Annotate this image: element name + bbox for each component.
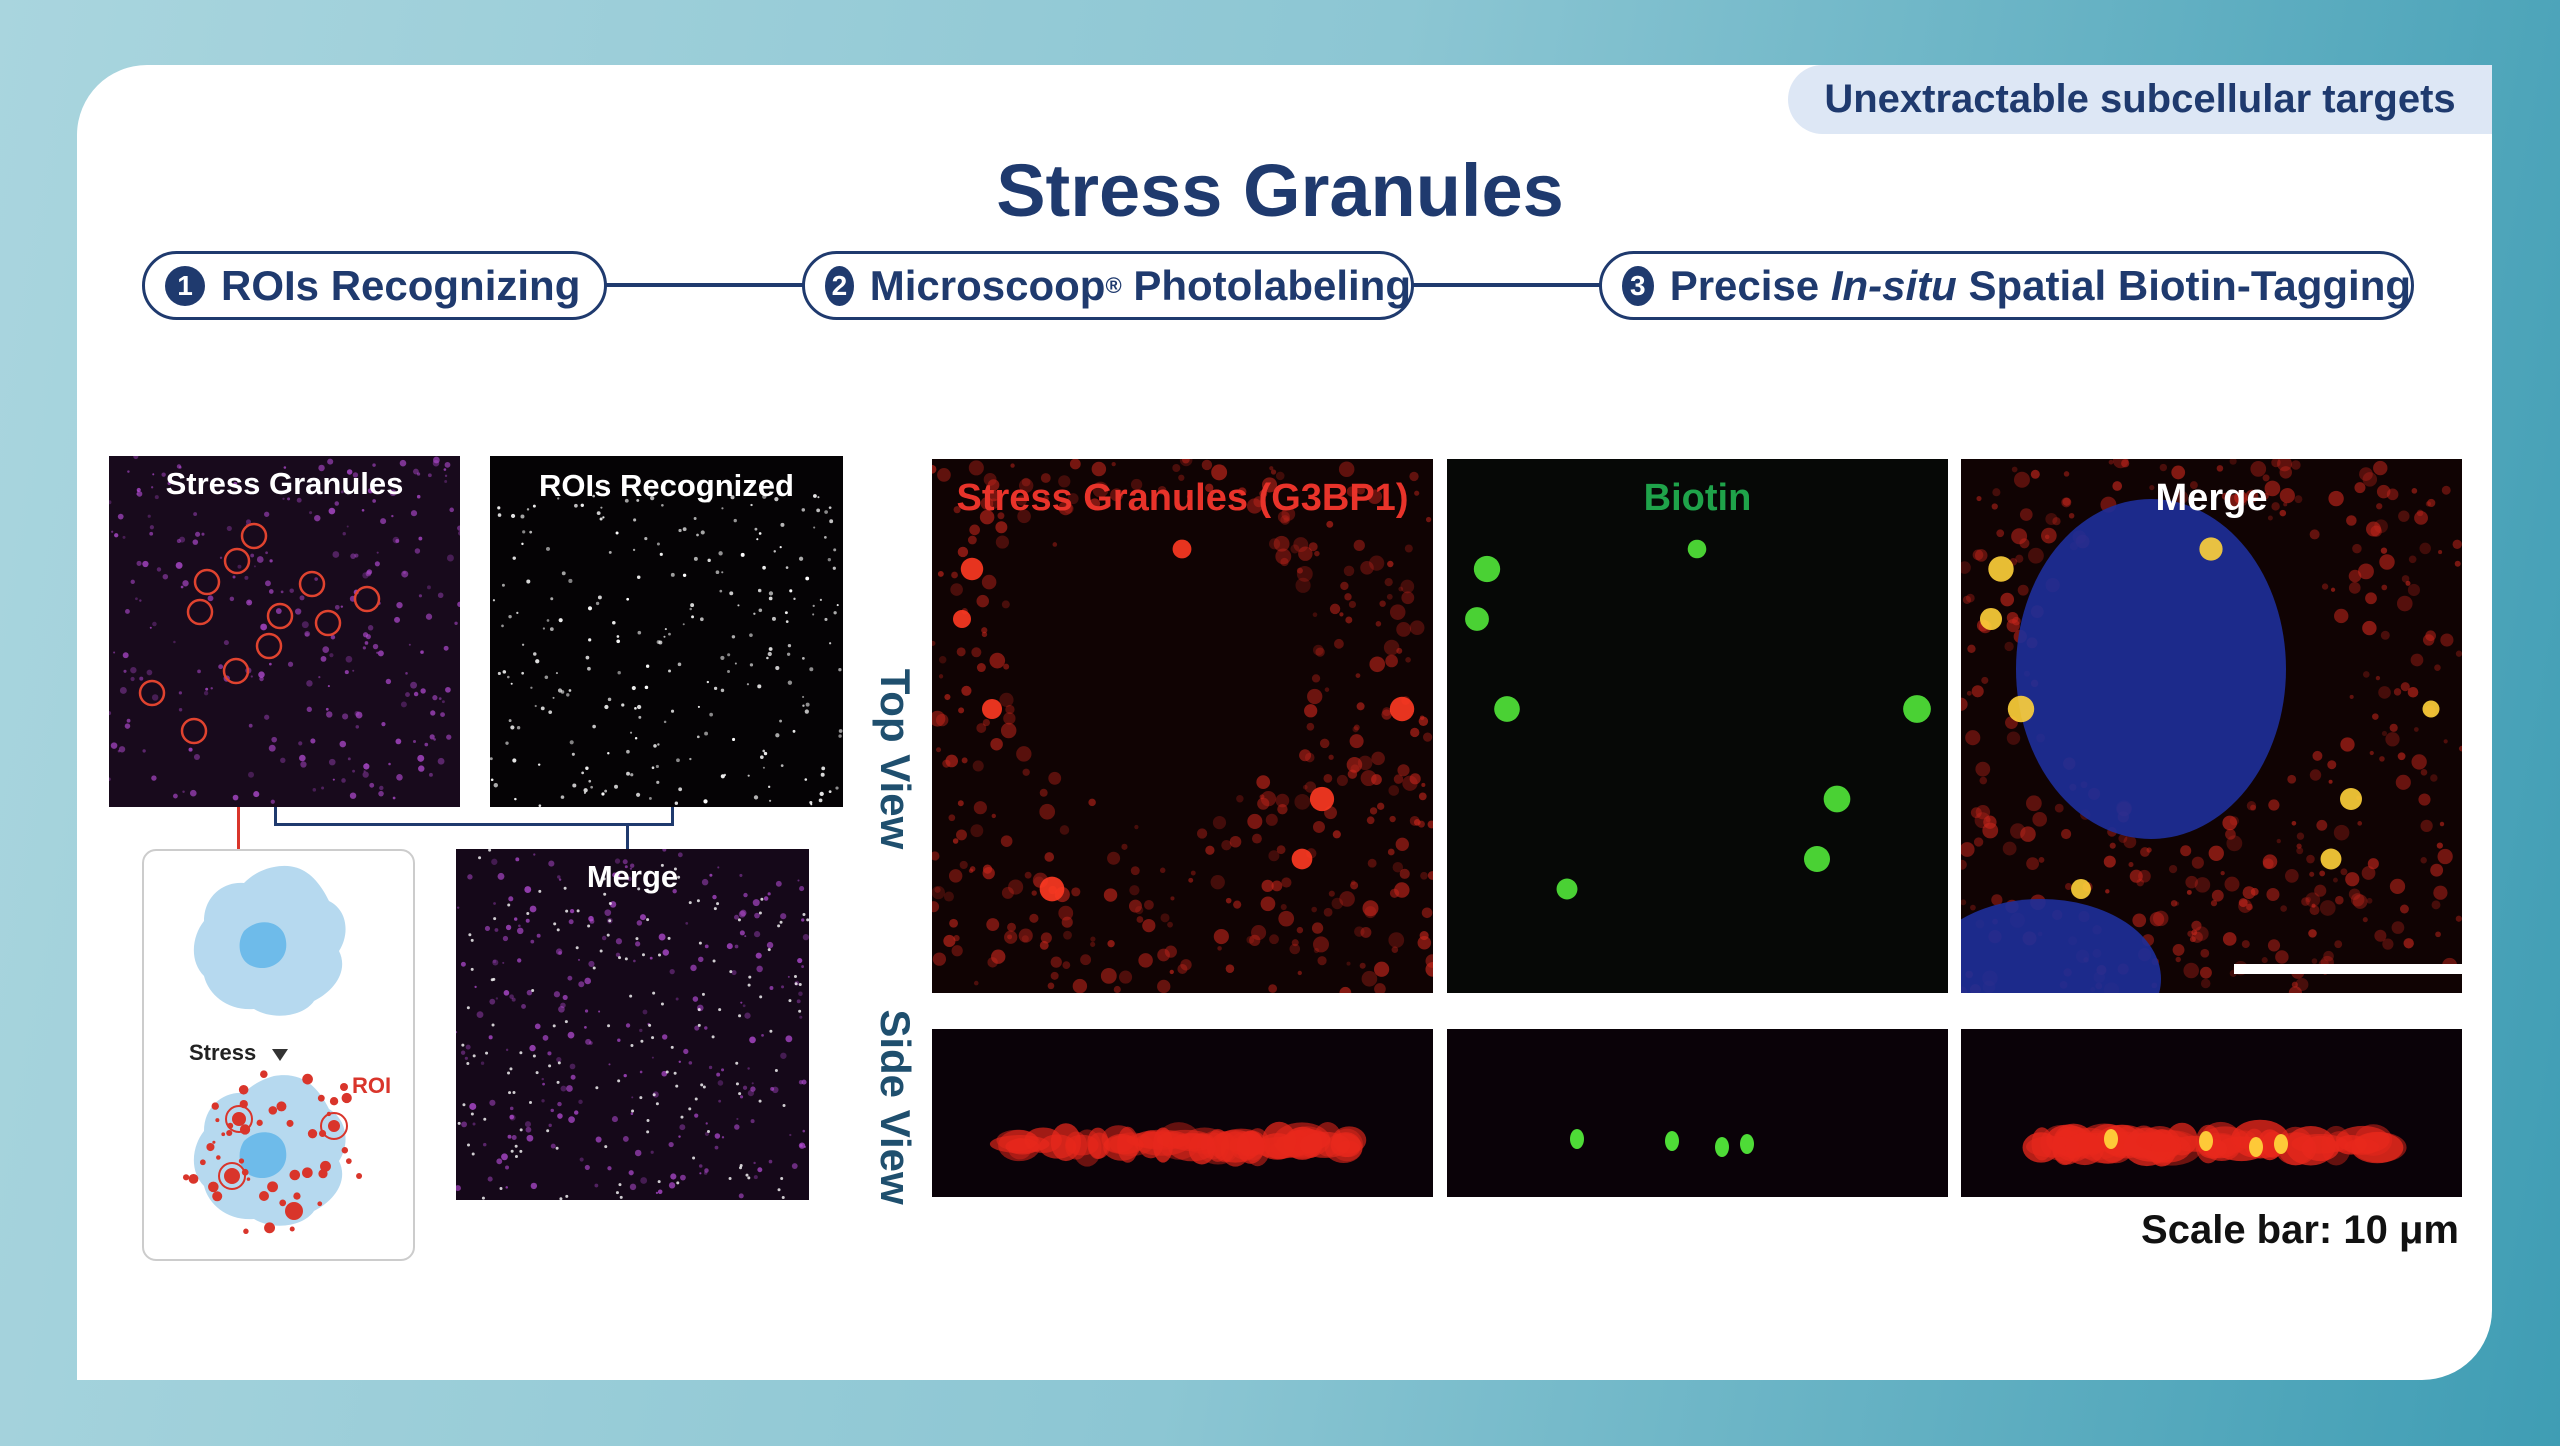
side-view-g3bp1 <box>932 1029 1433 1197</box>
merge-connector <box>274 807 277 825</box>
registered-mark: ® <box>1105 272 1122 298</box>
step-label-2: Photolabeling <box>1121 261 1411 309</box>
roi-label: ROI <box>352 1073 392 1098</box>
rois-recognized-image: ROIs Recognized <box>490 456 843 807</box>
merge-connector <box>671 807 674 825</box>
step-connector <box>1410 283 1602 287</box>
channel-label: Biotin <box>1643 477 1752 519</box>
arrow-down-icon <box>272 1049 288 1061</box>
top-view-g3bp1: Stress Granules (G3BP1) <box>932 459 1433 993</box>
top-view-biotin: Biotin <box>1447 459 1948 993</box>
step-label: Microscoop <box>869 261 1106 309</box>
step-1-pill: 1 ROIs Recognizing <box>142 251 607 320</box>
top-view-label: Top View <box>872 668 919 850</box>
top-view-merge: Merge <box>1961 459 2462 993</box>
scale-bar-label: Scale bar: 10 μm <box>2141 1208 2459 1252</box>
side-view-label: Side View <box>872 1009 919 1205</box>
channel-label: Merge <box>2155 477 2268 519</box>
scale-bar <box>2234 964 2462 974</box>
image-label: Stress Granules <box>165 466 404 501</box>
step-label: Precise <box>1669 261 1831 309</box>
side-view-biotin <box>1447 1029 1948 1197</box>
step-2-pill: 2 Microscoop ® Photolabeling <box>802 251 1414 320</box>
side-view-merge <box>1961 1029 2462 1197</box>
step-number: 3 <box>1622 265 1654 306</box>
nucleus <box>239 922 287 969</box>
category-tag: Unextractable subcellular targets <box>1788 65 2492 134</box>
merge-connector <box>274 823 674 826</box>
image-label: Merge <box>586 859 679 894</box>
channel-label: Stress Granules (G3BP1) <box>956 477 1409 519</box>
step-label: ROIs Recognizing <box>221 261 581 309</box>
step-label-2: Spatial Biotin-Tagging <box>1956 261 2411 309</box>
stress-diagram: Stress ROI <box>142 849 415 1261</box>
merge-image: Merge <box>456 849 809 1200</box>
step-number: 2 <box>825 265 854 306</box>
step-3-pill: 3 Precise In-situ Spatial Biotin-Tagging <box>1599 251 2414 320</box>
image-label: ROIs Recognized <box>539 468 794 503</box>
merge-connector <box>626 823 629 851</box>
page-title: Stress Granules <box>996 149 1564 232</box>
step-label-italic: In-situ <box>1830 261 1957 309</box>
stress-granules-image: Stress Granules <box>109 456 460 807</box>
step-number: 1 <box>165 265 205 306</box>
stress-label: Stress <box>189 1040 257 1065</box>
step-connector <box>605 283 805 287</box>
